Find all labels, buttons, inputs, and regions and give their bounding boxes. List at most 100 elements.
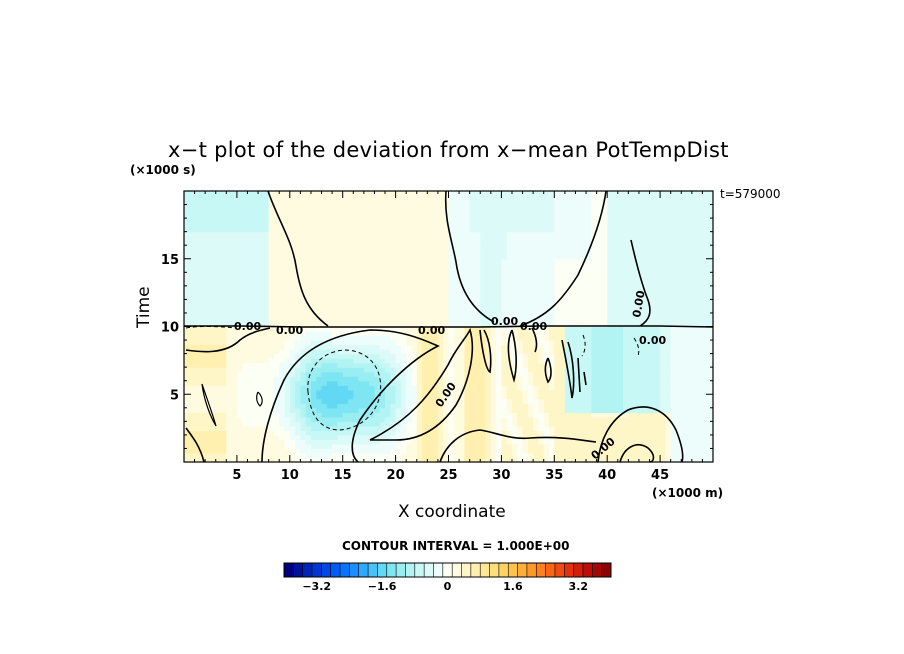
heatmap-cell xyxy=(623,317,629,323)
heatmap-cell xyxy=(612,353,619,359)
heatmap-cell xyxy=(210,267,217,273)
heatmap-cell xyxy=(406,389,413,395)
heatmap-cell xyxy=(263,403,270,409)
heatmap-cell xyxy=(353,294,360,300)
heatmap-cell xyxy=(273,421,280,427)
heatmap-cell xyxy=(691,362,698,368)
heatmap-cell xyxy=(273,416,280,422)
heatmap-cell xyxy=(464,412,471,418)
heatmap-cell xyxy=(268,394,275,400)
heatmap-cell xyxy=(406,443,413,450)
heatmap-cell xyxy=(199,308,206,314)
heatmap-cell xyxy=(258,312,264,319)
heatmap-cell xyxy=(305,335,312,341)
heatmap-cell xyxy=(268,448,275,454)
heatmap-cell xyxy=(427,398,434,404)
heatmap-cell xyxy=(596,340,603,346)
heatmap-cell xyxy=(490,385,497,391)
heatmap-cell xyxy=(258,240,264,246)
heatmap-cell xyxy=(422,367,428,373)
heatmap-cell xyxy=(289,281,296,287)
heatmap-cell xyxy=(501,452,508,459)
heatmap-cell xyxy=(353,416,360,422)
heatmap-cell xyxy=(411,349,418,355)
heatmap-cell xyxy=(670,371,677,377)
heatmap-cell xyxy=(363,272,370,278)
heatmap-cell xyxy=(464,380,471,386)
heatmap-cell xyxy=(205,281,212,287)
heatmap-cell xyxy=(665,430,672,436)
heatmap-cell xyxy=(506,367,513,373)
heatmap-cell xyxy=(506,240,513,246)
heatmap-cell xyxy=(236,317,243,323)
heatmap-cell xyxy=(337,398,344,404)
heatmap-cell xyxy=(665,448,672,454)
heatmap-cell xyxy=(427,317,434,323)
heatmap-cell xyxy=(332,326,339,332)
heatmap-cell xyxy=(194,331,201,337)
heatmap-cell xyxy=(369,245,376,251)
heatmap-cell xyxy=(617,249,624,255)
heatmap-cell xyxy=(575,303,582,310)
heatmap-cell xyxy=(464,254,471,260)
heatmap-cell xyxy=(654,394,661,400)
heatmap-cell xyxy=(347,457,354,463)
heatmap-cell xyxy=(358,258,365,264)
heatmap-cell xyxy=(221,272,227,278)
heatmap-cell xyxy=(670,416,677,422)
heatmap-cell xyxy=(591,281,598,287)
heatmap-cell xyxy=(533,276,540,282)
heatmap-cell xyxy=(316,267,323,273)
heatmap-cell xyxy=(549,299,555,305)
heatmap-cell xyxy=(379,448,386,454)
heatmap-cell xyxy=(496,353,502,359)
heatmap-cell xyxy=(702,452,709,459)
heatmap-cell xyxy=(686,290,693,296)
heatmap-cell xyxy=(363,389,370,395)
heatmap-cell xyxy=(564,443,571,450)
heatmap-cell xyxy=(189,457,196,463)
heatmap-cell xyxy=(559,299,566,305)
heatmap-cell xyxy=(273,312,280,319)
heatmap-cell xyxy=(485,308,492,314)
heatmap-cell xyxy=(215,389,222,395)
heatmap-cell xyxy=(474,403,481,409)
heatmap-cell xyxy=(490,389,497,395)
heatmap-cell xyxy=(189,353,196,359)
heatmap-cell xyxy=(517,249,524,255)
heatmap-cell xyxy=(644,349,651,355)
heatmap-cell xyxy=(385,452,391,459)
heatmap-cell xyxy=(358,294,365,300)
heatmap-cell xyxy=(427,434,434,441)
heatmap-cell xyxy=(549,245,555,251)
heatmap-cell xyxy=(591,308,598,314)
heatmap-cell xyxy=(432,389,439,395)
heatmap-cell xyxy=(554,371,561,377)
heatmap-cell xyxy=(665,281,672,287)
heatmap-cell xyxy=(511,349,518,355)
heatmap-cell xyxy=(215,358,222,364)
heatmap-cell xyxy=(474,430,481,436)
heatmap-cell xyxy=(469,452,476,459)
heatmap-cell xyxy=(337,326,344,332)
heatmap-cell xyxy=(554,394,561,400)
heatmap-cell xyxy=(575,398,582,404)
heatmap-cell xyxy=(517,344,524,350)
heatmap-cell xyxy=(385,263,391,269)
heatmap-cell xyxy=(681,326,688,332)
heatmap-cell xyxy=(511,245,518,251)
heatmap-cell xyxy=(543,281,550,287)
heatmap-cell xyxy=(279,258,286,264)
heatmap-cell xyxy=(554,303,561,310)
heatmap-cell xyxy=(660,285,666,291)
heatmap-cell xyxy=(480,326,487,332)
heatmap-cell xyxy=(321,281,328,287)
heatmap-cell xyxy=(379,335,386,341)
heatmap-cell xyxy=(527,439,534,445)
heatmap-cell xyxy=(326,421,333,427)
heatmap-cell xyxy=(580,376,587,382)
heatmap-cell xyxy=(533,425,540,431)
heatmap-cell xyxy=(258,299,264,305)
heatmap-cell xyxy=(221,398,227,404)
heatmap-cell xyxy=(263,439,270,445)
